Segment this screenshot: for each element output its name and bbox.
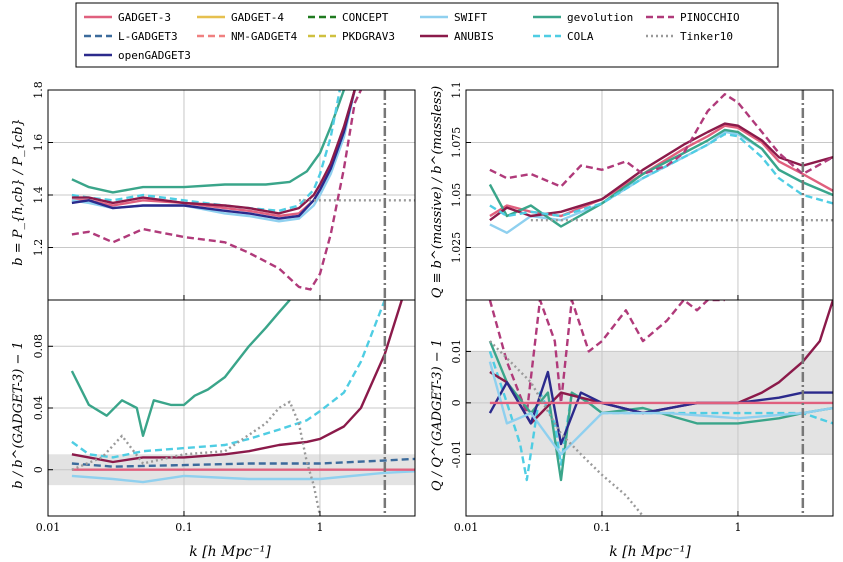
series-group bbox=[488, 93, 833, 234]
y-tick-label: 0.08 bbox=[32, 334, 45, 359]
y-tick-label: 1.075 bbox=[450, 127, 463, 159]
series-gevolution bbox=[488, 128, 833, 228]
legend-label-anubis: ANUBIS bbox=[454, 30, 494, 43]
series-anubis bbox=[71, 90, 356, 215]
xlabel-right: k [h Mpc⁻¹] bbox=[609, 544, 691, 560]
series-tinker10 bbox=[71, 400, 322, 516]
series-swift bbox=[71, 470, 415, 484]
x-tick-label: 1 bbox=[734, 521, 741, 534]
series-gevolution bbox=[488, 340, 833, 482]
legend-entry-gadget-3: GADGET-3 bbox=[84, 11, 171, 24]
y-tick-label: 1.8 bbox=[32, 81, 45, 99]
legend-entry-gadget-4: GADGET-4 bbox=[197, 11, 284, 24]
y-tick-label: 1.025 bbox=[450, 232, 463, 264]
ylabel-bl: b / b^(GADGET-3) − 1 bbox=[11, 341, 26, 488]
series-swift bbox=[488, 361, 833, 456]
series-opengadget3 bbox=[71, 90, 356, 220]
ylabel-tl: b = P_{h,cb} / P_{cb} bbox=[11, 118, 26, 265]
legend-entry-gevolution: gevolution bbox=[533, 11, 633, 24]
x-tick-label: 0.1 bbox=[593, 521, 611, 534]
legend-entry-pkdgrav3: PKDGRAV3 bbox=[308, 30, 395, 43]
y-tick-label: 0.04 bbox=[32, 396, 45, 421]
panel-bias-residual: 0 0.04 0.08 0.01 0.1 1 bbox=[32, 299, 416, 534]
x-tick-label: 0.01 bbox=[454, 521, 479, 534]
panel-q-ratio: 1.025 1.05 1.075 1.1 bbox=[450, 81, 834, 301]
legend-label-swift: SWIFT bbox=[454, 11, 487, 24]
legend-label-cola: COLA bbox=[567, 30, 594, 43]
panel-q-residual: -0.01 0 0.01 0.01 0.1 1 bbox=[450, 299, 834, 534]
series-gevolution bbox=[71, 90, 346, 194]
legend-label-opengadget3: openGADGET3 bbox=[118, 49, 191, 62]
y-tick-label: 1.1 bbox=[450, 81, 463, 99]
legend-entry-pinocchio: PINOCCHIO bbox=[646, 11, 740, 24]
legend-entry-concept: CONCEPT bbox=[308, 11, 389, 24]
x-tick-label: 0.01 bbox=[36, 521, 61, 534]
legend-label-gadget-4: GADGET-4 bbox=[231, 11, 284, 24]
legend-label-concept: CONCEPT bbox=[342, 11, 389, 24]
legend-entry-swift: SWIFT bbox=[420, 11, 487, 24]
legend-entry-l-gadget3: L-GADGET3 bbox=[84, 30, 178, 43]
legend: GADGET-3 L-GADGET3 openGADGET3 GADGET-4 NM-G… bbox=[75, 2, 779, 68]
legend-label-pinocchio: PINOCCHIO bbox=[680, 11, 740, 24]
series-cola bbox=[489, 132, 833, 218]
y-tick-label: 1.2 bbox=[32, 239, 45, 257]
y-tick-label: 1.4 bbox=[32, 186, 45, 204]
y-tick-label: 0.01 bbox=[450, 339, 463, 364]
legend-entry-anubis: ANUBIS bbox=[420, 30, 494, 43]
series-anubis bbox=[489, 122, 833, 222]
y-tick-label: 0 bbox=[450, 399, 463, 406]
y-tick-label: 1.05 bbox=[450, 183, 463, 208]
y-tick-label: 0 bbox=[32, 466, 45, 473]
ylabel-tr: Q ≡ b^(massive) / b^(massless) bbox=[430, 86, 445, 298]
x-tick-label: 1 bbox=[316, 521, 323, 534]
series-pinocchio bbox=[489, 93, 833, 188]
legend-label-l-gadget3: L-GADGET3 bbox=[118, 30, 178, 43]
series-group bbox=[71, 90, 415, 291]
legend-entry-nm-gadget4: NM-GADGET4 bbox=[197, 30, 298, 43]
series-swift bbox=[489, 130, 833, 234]
ylabel-br: Q / Q^(GADGET-3) − 1 bbox=[430, 339, 445, 491]
legend-label-nm-gadget4: NM-GADGET4 bbox=[231, 30, 298, 43]
panel-bias: 1.2 1.4 1.6 1.8 bbox=[32, 81, 416, 301]
legend-label-pkdgrav3: PKDGRAV3 bbox=[342, 30, 395, 43]
y-tick-label: -0.01 bbox=[450, 440, 463, 468]
series-group bbox=[70, 300, 415, 516]
x-tick-label: 0.1 bbox=[175, 521, 193, 534]
axes-frame bbox=[465, 299, 834, 517]
series-l-gadget3 bbox=[71, 457, 415, 468]
xlabel-left: k [h Mpc⁻¹] bbox=[189, 544, 271, 560]
series-anubis bbox=[71, 300, 403, 464]
legend-label-tinker10: Tinker10 bbox=[680, 30, 733, 43]
series-cola bbox=[71, 300, 386, 459]
legend-entry-opengadget3: openGADGET3 bbox=[84, 49, 191, 62]
legend-entry-cola: COLA bbox=[533, 30, 594, 43]
legend-entry-tinker10: Tinker10 bbox=[646, 30, 733, 43]
legend-label-gadget-3: GADGET-3 bbox=[118, 11, 171, 24]
legend-label-gevolution: gevolution bbox=[567, 11, 633, 24]
series-tinker10 bbox=[489, 340, 644, 516]
y-tick-label: 1.6 bbox=[32, 134, 45, 152]
series-gevolution bbox=[70, 300, 291, 437]
